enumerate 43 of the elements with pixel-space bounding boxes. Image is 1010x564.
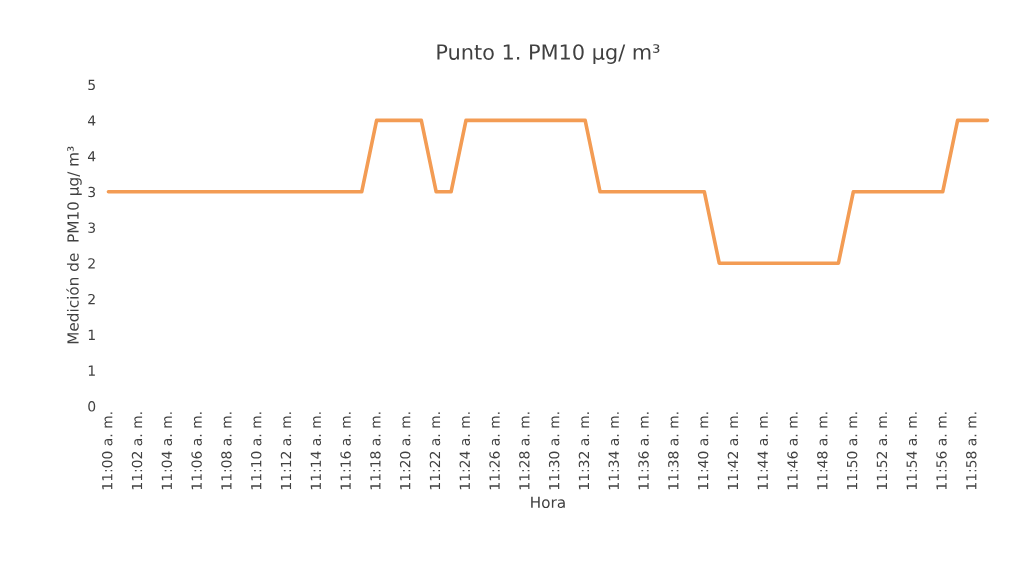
x-tick-label: 11:56 a. m.: [936, 412, 947, 490]
x-tick-label: 11:40 a. m.: [697, 412, 709, 490]
x-tick-label: 11:14 a. m.: [310, 412, 322, 490]
x-tick-label: 11:10 a. m.: [250, 412, 262, 490]
x-tick-label: 11:52 a. m.: [876, 412, 888, 490]
x-tick-label: 11:46 a. m.: [787, 412, 798, 490]
x-tick-label: 11:28 a. m.: [519, 412, 530, 490]
y-tick-label: 5: [88, 79, 95, 91]
x-tick-label: 11:30 a. m.: [548, 412, 560, 490]
x-tick-label: 11:22 a. m.: [429, 412, 441, 490]
chart-title: Punto 1. PM10 µg/ m³: [437, 44, 660, 64]
y-tick-label: 0: [88, 401, 96, 412]
y-tick-label: 2: [88, 258, 95, 269]
x-tick-label: 11:38 a. m.: [668, 412, 679, 490]
x-tick-label: 11:48 a. m.: [817, 412, 828, 490]
x-tick-label: 11:34 a. m.: [608, 412, 619, 490]
x-tick-label: 11:32 a. m.: [578, 412, 590, 490]
y-tick-label: 3: [88, 186, 96, 198]
y-tick-label: 4: [87, 115, 96, 126]
y-axis-title: Medición de PM10 µg/ m³: [66, 146, 82, 344]
x-tick-label: 11:58 a. m.: [966, 412, 977, 490]
x-tick-label: 11:20 a. m.: [399, 412, 411, 490]
x-axis-title: Hora: [531, 496, 565, 509]
x-tick-label: 11:42 a. m.: [727, 412, 739, 490]
x-tick-label: 11:36 a. m.: [638, 412, 649, 490]
y-tick-label: 4: [87, 151, 96, 162]
x-tick-label: 11:18 a. m.: [370, 412, 381, 490]
x-tick-label: 11:08 a. m.: [221, 412, 232, 490]
x-tick-label: 11:44 a. m.: [757, 412, 768, 490]
x-tick-label: 11:02 a. m.: [131, 412, 143, 490]
x-tick-label: 11:26 a. m.: [489, 412, 500, 490]
y-tick-label: 1: [88, 329, 95, 340]
x-tick-label: 11:06 a. m.: [191, 412, 202, 490]
x-tick-label: 11:00 a. m.: [101, 412, 113, 490]
x-tick-label: 11:50 a. m.: [846, 412, 858, 490]
x-tick-label: 11:04 a. m.: [161, 412, 173, 490]
x-tick-label: 11:24 a. m.: [459, 412, 471, 490]
x-tick-label: 11:12 a. m.: [280, 412, 292, 490]
y-tick-label: 2: [88, 293, 95, 305]
x-tick-label: 11:16 a. m.: [340, 412, 351, 490]
y-tick-label: 1: [88, 365, 95, 376]
y-tick-label: 3: [88, 222, 96, 233]
x-tick-label: 11:54 a. m.: [906, 412, 917, 490]
